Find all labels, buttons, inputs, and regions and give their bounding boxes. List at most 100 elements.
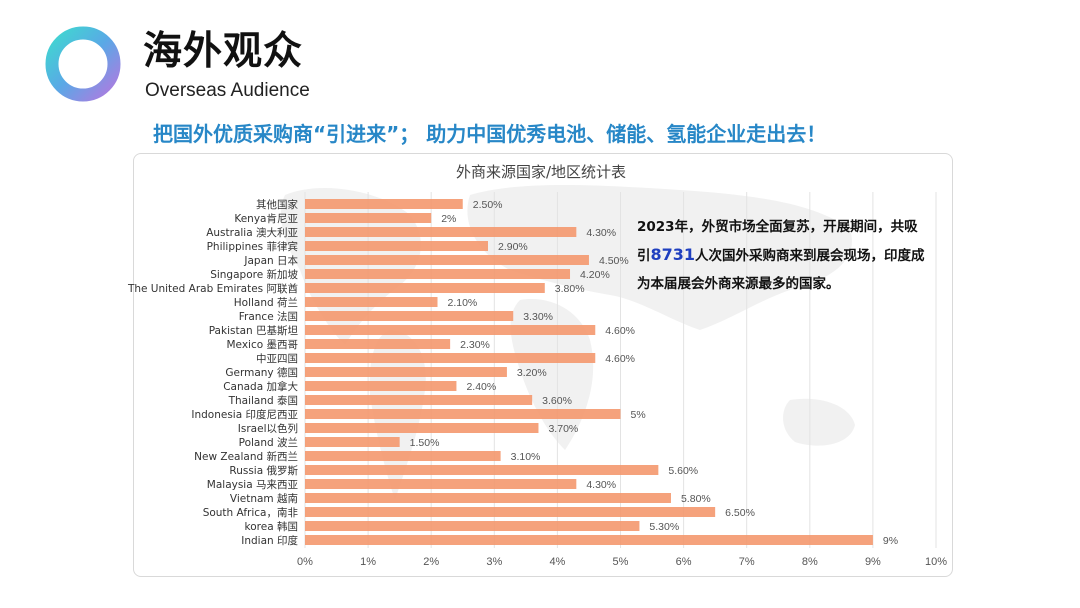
callout-line-2-prefix: 引 <box>637 248 651 264</box>
data-label: 3.30% <box>523 311 553 323</box>
category-label: Mexico 墨西哥 <box>226 339 298 351</box>
data-label: 4.60% <box>605 353 635 365</box>
bar <box>305 269 571 279</box>
data-label: 2.40% <box>466 381 496 393</box>
bar <box>305 325 596 335</box>
category-label: South Africa，南非 <box>203 506 299 519</box>
data-label: 6.50% <box>725 507 755 519</box>
bar <box>305 507 716 517</box>
data-label: 4.20% <box>580 269 610 281</box>
bar <box>305 409 621 419</box>
chart-title: 外商来源国家/地区统计表 <box>456 163 626 181</box>
bar <box>305 423 539 433</box>
bar <box>305 367 507 377</box>
bar <box>305 283 545 293</box>
x-tick-label: 2% <box>423 556 439 568</box>
bar <box>305 465 659 475</box>
page-subtitle: Overseas Audience <box>145 80 310 101</box>
data-label: 3.70% <box>548 423 578 435</box>
page-title: 海外观众 <box>143 29 304 74</box>
bar <box>305 311 514 321</box>
bar <box>305 199 463 209</box>
data-label: 5.60% <box>668 465 698 477</box>
category-label: Indonesia 印度尼西亚 <box>191 408 298 421</box>
bar <box>305 339 451 349</box>
x-tick-label: 0% <box>297 556 313 568</box>
category-label: New Zealand 新西兰 <box>194 450 298 463</box>
category-label: Malaysia 马来西亚 <box>207 479 299 491</box>
category-label: Russia 俄罗斯 <box>229 464 298 477</box>
data-label: 3.80% <box>555 283 585 295</box>
callout-line-3: 为本届展会外商来源最多的国家。 <box>637 276 840 292</box>
chart-bars <box>305 199 873 545</box>
logo-ring-icon <box>45 26 121 102</box>
category-label: Germany 德国 <box>225 366 298 379</box>
category-label: Thailand 泰国 <box>228 394 298 407</box>
category-label: Kenya肯尼亚 <box>234 212 298 225</box>
bar <box>305 241 488 251</box>
data-label: 9% <box>883 535 898 547</box>
category-label: Philippines 菲律宾 <box>207 240 298 253</box>
data-label: 3.20% <box>517 367 547 379</box>
data-label: 4.60% <box>605 325 635 337</box>
bar <box>305 255 589 265</box>
data-label: 3.10% <box>511 451 541 463</box>
data-label: 5% <box>631 409 646 421</box>
chart-x-ticks: 0% 1% 2% 3% 4% 5% 6% 7% 8% 9% 10% <box>297 556 947 568</box>
category-label: Israel以色列 <box>238 422 298 435</box>
category-label: Australia 澳大利亚 <box>206 226 298 239</box>
bar <box>305 437 400 447</box>
category-label: 中亚四国 <box>256 352 298 365</box>
bar <box>305 213 432 223</box>
category-label: 其他国家 <box>256 198 298 211</box>
category-label: Poland 波兰 <box>239 436 298 449</box>
category-label: The United Arab Emirates 阿联酋 <box>127 282 298 295</box>
x-tick-label: 4% <box>549 556 565 568</box>
category-label: Holland 荷兰 <box>234 296 298 309</box>
bar <box>305 227 577 237</box>
x-tick-label: 1% <box>360 556 376 568</box>
headline: 把国外优质采购商“引进来”； 助力中国优秀电池、储能、氢能企业走出去！ <box>153 122 827 146</box>
data-label: 1.50% <box>410 437 440 449</box>
callout-line-2-rest: 人次国外采购商来到展会现场，印度成 <box>695 248 925 264</box>
bar <box>305 381 457 391</box>
x-tick-label: 7% <box>739 556 755 568</box>
data-label: 5.80% <box>681 493 711 505</box>
category-label: France 法国 <box>239 310 298 323</box>
category-label: Pakistan 巴基斯坦 <box>209 324 299 337</box>
chart-data-labels: 2.50% 2% 4.30% 2.90% 4.50% 4.20% 3.80% 2.10% 3.3… <box>410 199 898 547</box>
category-label: korea 韩国 <box>245 520 298 533</box>
category-label: Canada 加拿大 <box>223 380 298 393</box>
x-tick-label: 3% <box>486 556 502 568</box>
data-label: 4.30% <box>586 227 616 239</box>
category-label: Singapore 新加坡 <box>210 268 298 281</box>
data-label: 5.30% <box>649 521 679 533</box>
bar <box>305 395 533 405</box>
data-label: 2.90% <box>498 241 528 253</box>
bar <box>305 353 596 363</box>
bar <box>305 535 873 545</box>
data-label: 4.50% <box>599 255 629 267</box>
data-label: 2.50% <box>473 199 503 211</box>
data-label: 2.10% <box>448 297 478 309</box>
data-label: 2.30% <box>460 339 490 351</box>
x-tick-label: 6% <box>676 556 692 568</box>
callout-highlight-number: 8731 <box>650 245 696 264</box>
data-label: 3.60% <box>542 395 572 407</box>
x-tick-label: 8% <box>802 556 818 568</box>
data-label: 2% <box>441 213 456 225</box>
bar <box>305 479 577 489</box>
x-tick-label: 5% <box>613 556 629 568</box>
bar <box>305 451 501 461</box>
category-label: Indian 印度 <box>241 534 298 547</box>
category-label: Vietnam 越南 <box>230 492 298 505</box>
x-tick-label: 9% <box>865 556 881 568</box>
x-tick-label: 10% <box>925 556 947 568</box>
bar <box>305 297 438 307</box>
bar <box>305 493 671 503</box>
category-label: Japan 日本 <box>243 254 298 267</box>
bar <box>305 521 640 531</box>
data-label: 4.30% <box>586 479 616 491</box>
